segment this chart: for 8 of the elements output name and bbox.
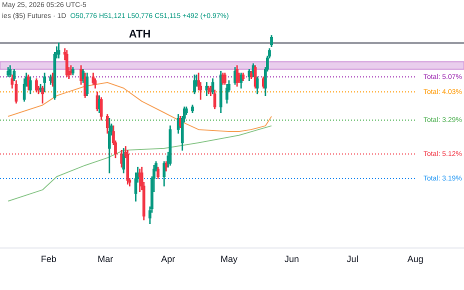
x-tick-label: Aug xyxy=(407,254,424,264)
x-tick-label: Feb xyxy=(40,254,56,264)
x-tick-label: Jun xyxy=(284,254,300,264)
x-tick-label: Mar xyxy=(98,254,114,264)
x-tick-label: May xyxy=(220,254,238,264)
x-tick-label: Jul xyxy=(346,254,358,264)
x-tick-label: Apr xyxy=(161,254,176,264)
ref-line-label: ATH xyxy=(128,28,151,40)
